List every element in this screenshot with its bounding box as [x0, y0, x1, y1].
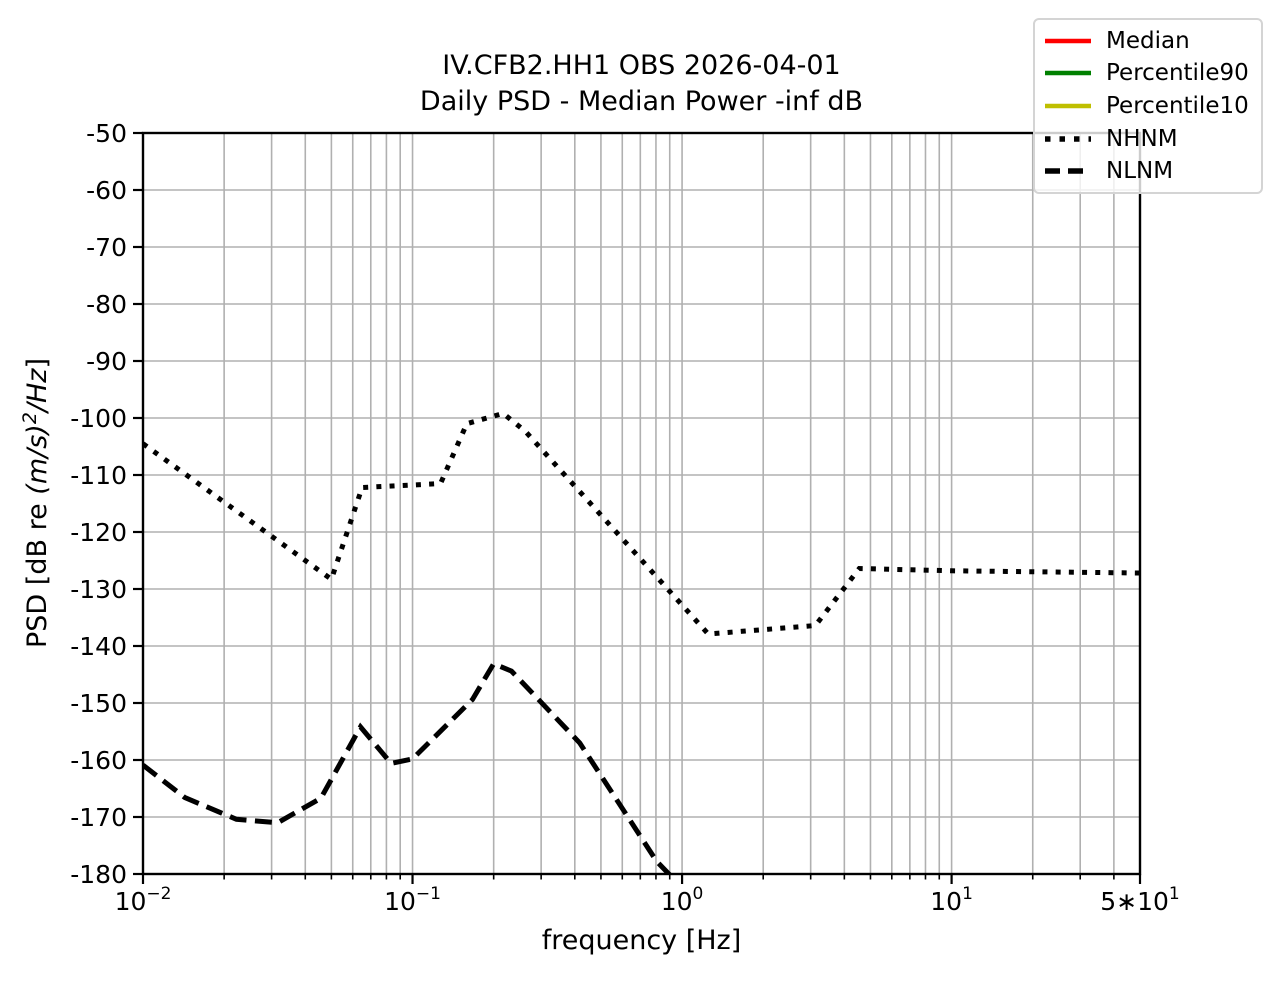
y-tick-label: -150: [70, 689, 127, 718]
legend-line-sample-solid: [1045, 103, 1091, 109]
y-tick-label: -180: [70, 860, 127, 889]
y-tick-label: -90: [86, 347, 127, 376]
legend-item-percentile90: Percentile90: [1043, 57, 1253, 89]
y-tick-label: -120: [70, 518, 127, 547]
legend-box: Median Percentile90 Percentile10 NHNM NLNM: [1033, 18, 1263, 194]
y-tick-label: -70: [86, 233, 127, 262]
grid: [143, 133, 1140, 874]
y-tick-label: -130: [70, 575, 127, 604]
legend-label: NLNM: [1106, 158, 1174, 185]
legend-line-sample-solid: [1045, 38, 1091, 43]
x-tick-label: 10−1: [384, 884, 441, 916]
y-tick-label: -110: [70, 461, 127, 490]
y-axis-label-per-hz: /Hz: [22, 368, 53, 413]
ticks: 10−2 10−1 100 101 5∗101 -50 -60 -70 -80 -90 -100 -1…: [70, 119, 1180, 916]
legend-item-nlnm: NLNM: [1043, 155, 1253, 187]
y-tick-label: -80: [86, 290, 127, 319]
chart-title: IV.CFB2.HH1 OBS 2026-04-01: [442, 50, 841, 81]
chart-subtitle: Daily PSD - Median Power -inf dB: [419, 86, 864, 117]
legend-line-sample-dashed: [1045, 168, 1091, 175]
nhnm-curve: [143, 410, 1140, 637]
y-axis-label-exponent: 2: [19, 412, 41, 425]
legend-label: Percentile10: [1106, 92, 1249, 119]
x-tick-label: 10−2: [115, 884, 172, 916]
y-tick-label: -100: [70, 404, 127, 433]
y-axis-label-suffix: ]: [22, 358, 53, 369]
legend-item-nhnm: NHNM: [1043, 123, 1253, 155]
legend-label: Percentile90: [1106, 60, 1249, 87]
legend-line-sample-solid: [1045, 71, 1091, 76]
x-tick-label: 100: [661, 884, 704, 916]
x-axis-label: frequency [Hz]: [541, 925, 742, 956]
y-axis-label: PSD [dB re (m/s)2/Hz]: [19, 358, 53, 648]
y-axis-label-prefix: PSD [dB re: [22, 494, 53, 648]
legend-item-percentile10: Percentile10: [1043, 90, 1253, 122]
legend-item-median: Median: [1043, 25, 1253, 57]
legend-label: NHNM: [1106, 125, 1178, 152]
chart-title-block: IV.CFB2.HH1 OBS 2026-04-01 Daily PSD - M…: [143, 48, 1140, 120]
series-group: [143, 410, 1140, 874]
y-tick-label: -50: [86, 119, 127, 148]
nlnm-curve: [143, 660, 673, 874]
y-tick-label: -140: [70, 632, 127, 661]
y-tick-label: -160: [70, 746, 127, 775]
x-tick-label: 101: [930, 884, 973, 916]
y-axis-label-units: (m/s): [22, 424, 53, 495]
legend-label: Median: [1106, 27, 1190, 54]
legend-line-sample-dotted: [1045, 135, 1091, 142]
y-tick-label: -170: [70, 803, 127, 832]
y-tick-label: -60: [86, 176, 127, 205]
x-tick-label: 5∗101: [1100, 884, 1180, 916]
plot-border: [141, 131, 1142, 876]
